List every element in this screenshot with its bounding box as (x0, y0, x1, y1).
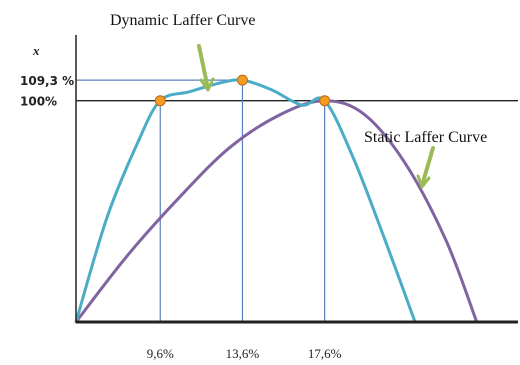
dynamic-curve-label: Dynamic Laffer Curve (110, 12, 255, 29)
dynamic-annotation-arrow (197, 44, 209, 86)
dynamic-annotation-arrowhead (199, 77, 215, 92)
highlight-point-0 (154, 95, 166, 107)
x-tick-label-2: 17,6% (308, 346, 342, 361)
static-annotation-arrow (421, 146, 435, 184)
highlight-points (154, 74, 331, 107)
curves (74, 78, 479, 324)
static-curve-label: Static Laffer Curve (364, 129, 487, 146)
x-tick-label-1: 13,6% (226, 346, 260, 361)
highlight-point-2 (319, 95, 331, 107)
y-axis-label: x (32, 43, 40, 58)
annotation-arrows (197, 44, 435, 189)
highlight-point-1 (236, 74, 248, 86)
y-tick-label-1: 109,3 % (20, 74, 74, 88)
y-tick-label-0: 100% (20, 95, 57, 109)
x-tick-labels: 9,6% 13,6% 17,6% (147, 346, 342, 361)
axes (75, 35, 518, 324)
x-tick-label-0: 9,6% (147, 346, 174, 361)
guide-lines (76, 79, 518, 322)
y-tick-labels: 100% 109,3 % (20, 74, 74, 109)
static-annotation-arrowhead (416, 174, 431, 189)
